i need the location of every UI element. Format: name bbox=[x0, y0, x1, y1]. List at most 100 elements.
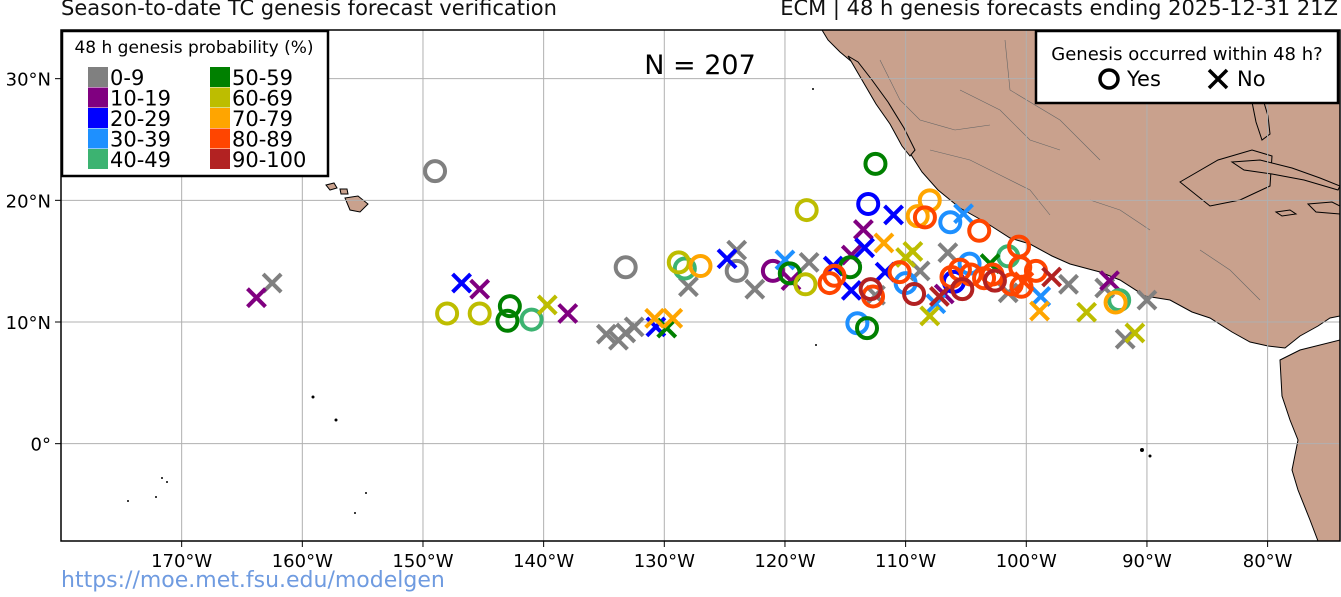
marker-genesis-no bbox=[774, 249, 796, 271]
marker-genesis-no bbox=[623, 316, 645, 338]
marker-genesis-yes bbox=[467, 301, 492, 326]
legend-label-10-19: 10-19 bbox=[110, 87, 171, 111]
lon-tick-label: 110°W bbox=[875, 551, 936, 572]
lat-tick-label: 10°N bbox=[6, 313, 51, 334]
outcome-yes-circle-icon bbox=[1098, 68, 1120, 90]
marker-genesis-yes bbox=[1103, 290, 1128, 315]
land-south-america bbox=[1279, 339, 1340, 541]
lon-tick-label: 140°W bbox=[513, 551, 574, 572]
marker-genesis-yes bbox=[666, 250, 691, 275]
marker-genesis-yes bbox=[950, 277, 975, 302]
marker-genesis-yes bbox=[777, 261, 802, 286]
outcome-no-label: No bbox=[1237, 67, 1266, 91]
marker-genesis-yes bbox=[858, 277, 883, 302]
marker-genesis-no bbox=[744, 278, 766, 300]
legend-label-60-69: 60-69 bbox=[232, 87, 293, 111]
marker-genesis-yes bbox=[793, 272, 818, 297]
legend-swatch-90-100 bbox=[210, 149, 230, 169]
lon-tick-label: 120°W bbox=[754, 551, 815, 572]
marker-genesis-yes bbox=[912, 205, 937, 230]
legend-swatch-70-79 bbox=[210, 108, 230, 128]
marker-genesis-yes bbox=[794, 198, 819, 223]
land-layer bbox=[325, 30, 1340, 541]
legend-label-80-89: 80-89 bbox=[232, 128, 293, 152]
legend-label-40-49: 40-49 bbox=[110, 148, 171, 172]
legend-swatch-10-19 bbox=[88, 87, 108, 108]
marker-genesis-no bbox=[1058, 273, 1079, 295]
legend-label-30-39: 30-39 bbox=[110, 128, 171, 152]
marker-genesis-yes bbox=[435, 301, 460, 326]
marker-genesis-no bbox=[1076, 301, 1098, 323]
marker-genesis-no bbox=[595, 323, 617, 345]
marker-genesis-yes bbox=[887, 260, 912, 285]
legend-swatch-60-69 bbox=[210, 87, 230, 108]
marker-genesis-no bbox=[678, 276, 699, 298]
marker-genesis-no bbox=[662, 307, 684, 329]
legend-swatch-30-39 bbox=[88, 128, 108, 149]
marker-genesis-yes bbox=[519, 307, 544, 332]
marker-genesis-no bbox=[1029, 300, 1050, 322]
legend-label-0-9: 0-9 bbox=[110, 66, 144, 90]
marker-genesis-no bbox=[644, 307, 666, 329]
land-hawaii-small bbox=[325, 182, 338, 191]
outcome-yes-label: Yes bbox=[1126, 67, 1161, 91]
count-label: N = 207 bbox=[644, 50, 756, 81]
marker-genesis-no bbox=[852, 219, 874, 240]
lon-tick-label: 160°W bbox=[272, 551, 333, 572]
marker-genesis-no bbox=[1124, 322, 1146, 344]
marker-genesis-yes bbox=[613, 255, 638, 280]
marker-genesis-no bbox=[928, 286, 950, 307]
marker-genesis-yes bbox=[423, 159, 448, 184]
legend-label-20-29: 20-29 bbox=[110, 107, 171, 131]
marker-genesis-yes bbox=[724, 258, 749, 283]
axis-ticks: 170°W 160°W 150°W 140°W 130°W 120°W 110°W 100°W… bbox=[6, 70, 1293, 572]
marker-genesis-no bbox=[557, 303, 579, 324]
marker-genesis-no bbox=[1013, 271, 1035, 293]
marker-genesis-no bbox=[919, 305, 941, 327]
marker-genesis-no bbox=[854, 237, 876, 259]
marker-genesis-no bbox=[1099, 270, 1120, 292]
island-dots bbox=[127, 88, 1152, 514]
footer-url[interactable]: https://moe.met.fsu.edu/modelgen bbox=[61, 568, 445, 593]
marker-genesis-no bbox=[883, 204, 904, 226]
legend-swatch-40-49 bbox=[88, 149, 108, 169]
forecast-markers bbox=[246, 151, 1158, 351]
title-left: Season-to-date TC genesis forecast verif… bbox=[61, 0, 557, 20]
marker-genesis-yes bbox=[822, 263, 847, 288]
title-right: ECM | 48 h genesis forecasts ending 2025… bbox=[780, 0, 1338, 20]
marker-genesis-no bbox=[451, 272, 473, 294]
land-borders bbox=[879, 39, 1261, 301]
legend-swatch-0-9 bbox=[88, 67, 108, 87]
marker-genesis-yes bbox=[982, 268, 1007, 293]
legend-label-90-100: 90-100 bbox=[232, 148, 306, 172]
marker-genesis-yes bbox=[855, 316, 880, 341]
marker-genesis-yes bbox=[938, 210, 963, 235]
legend-swatch-20-29 bbox=[88, 108, 108, 128]
land-hawaii-small-2 bbox=[339, 188, 349, 195]
land-hispaniola bbox=[1306, 201, 1340, 215]
lat-tick-label: 0° bbox=[31, 435, 51, 456]
marker-genesis-no bbox=[261, 272, 283, 294]
lon-tick-label: 80°W bbox=[1243, 551, 1293, 572]
lon-tick-label: 100°W bbox=[996, 551, 1057, 572]
lat-tick-label: 30°N bbox=[6, 70, 51, 91]
land-baja-california bbox=[847, 55, 916, 157]
land-cuba bbox=[1230, 159, 1340, 191]
lon-tick-label: 90°W bbox=[1122, 551, 1172, 572]
lon-tick-label: 150°W bbox=[392, 551, 453, 572]
marker-genesis-no bbox=[716, 248, 738, 270]
marker-genesis-no bbox=[953, 203, 974, 225]
marker-genesis-no bbox=[840, 279, 862, 301]
marker-genesis-no bbox=[902, 241, 924, 262]
lon-tick-label: 130°W bbox=[634, 551, 695, 572]
marker-genesis-yes bbox=[863, 151, 888, 176]
legend-swatch-80-89 bbox=[210, 128, 230, 149]
marker-genesis-no bbox=[246, 287, 267, 309]
probability-legend-title: 48 h genesis probability (%) bbox=[74, 38, 313, 58]
outcome-legend-title: Genesis occurred within 48 h? bbox=[1051, 44, 1322, 65]
lat-tick-label: 20°N bbox=[6, 191, 51, 212]
marker-genesis-no bbox=[1136, 289, 1158, 311]
legend-swatch-50-59 bbox=[210, 67, 230, 87]
marker-genesis-no bbox=[536, 294, 558, 316]
legend-label-50-59: 50-59 bbox=[232, 66, 293, 90]
